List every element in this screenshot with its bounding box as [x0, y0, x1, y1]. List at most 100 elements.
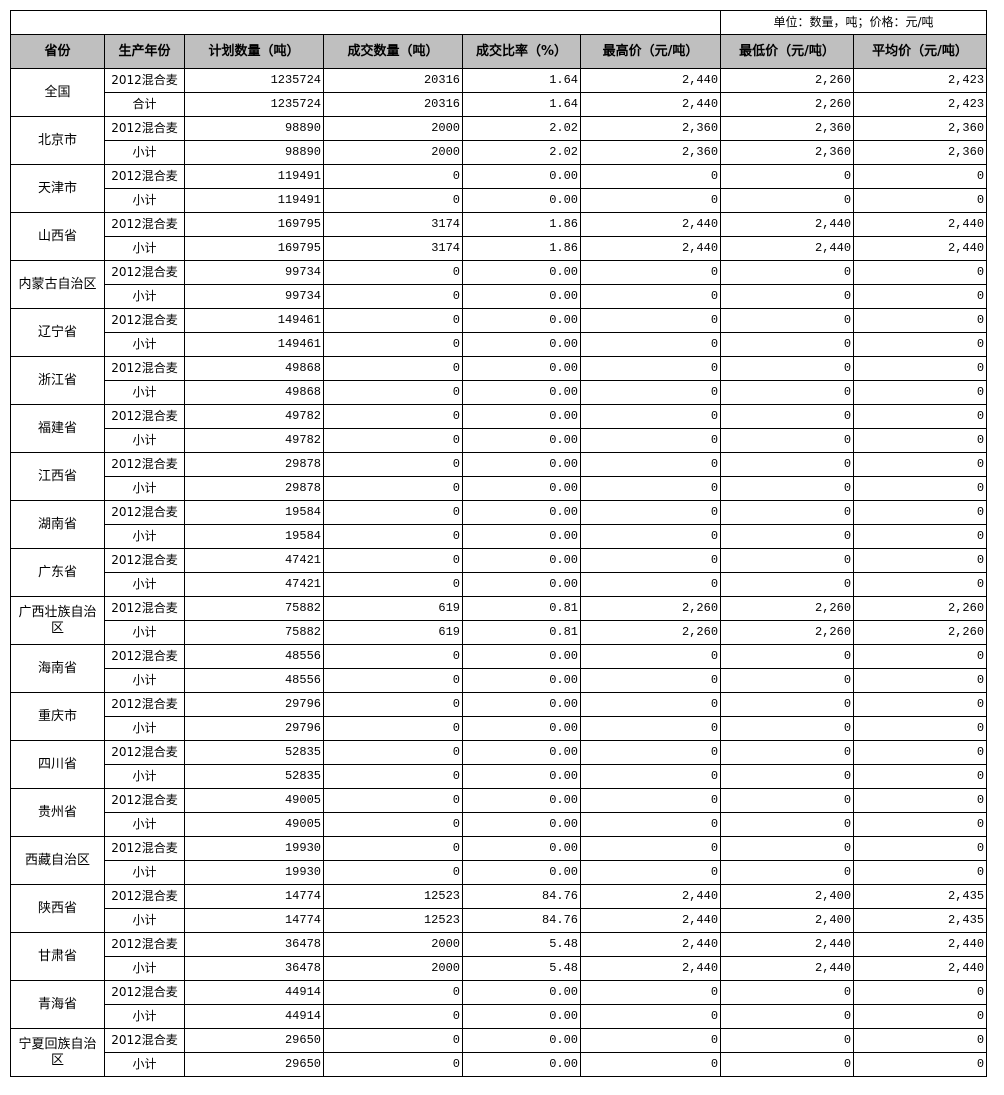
ratio-cell: 0.00 — [462, 716, 581, 741]
traded-cell: 0 — [323, 668, 463, 693]
year-cell: 2012混合麦 — [104, 356, 185, 381]
traded-cell: 0 — [323, 860, 463, 885]
unit-row: 单位：数量，吨；价格：元/吨 — [9, 10, 988, 35]
province-cell: 北京市 — [10, 116, 105, 165]
province-cell: 江西省 — [10, 452, 105, 501]
high-cell: 0 — [579, 1004, 722, 1029]
high-cell: 0 — [579, 428, 722, 453]
low-cell: 0 — [720, 644, 855, 669]
header-row: 省份 生产年份 计划数量（吨） 成交数量（吨） 成交比率（%） 最高价（元/吨）… — [10, 34, 988, 69]
table-row: 福建省 2012混合麦 49782 0 0.00 0 0 0 — [10, 404, 988, 453]
avg-cell: 2,360 — [853, 140, 988, 165]
traded-cell: 0 — [323, 428, 463, 453]
traded-cell: 0 — [323, 1028, 463, 1053]
high-cell: 0 — [579, 572, 722, 597]
low-cell: 0 — [720, 548, 855, 573]
planned-cell: 169795 — [184, 212, 324, 237]
table-row: 小计 149461 0 0.00 0 0 0 — [11, 332, 988, 357]
planned-cell: 49868 — [184, 356, 324, 381]
ratio-cell: 0.00 — [462, 404, 581, 429]
low-cell: 0 — [720, 500, 855, 525]
high-cell: 0 — [579, 332, 722, 357]
year-cell: 小计 — [104, 572, 185, 597]
low-cell: 0 — [720, 404, 855, 429]
planned-cell: 19930 — [184, 836, 324, 861]
traded-cell: 0 — [323, 380, 463, 405]
ratio-cell: 2.02 — [462, 140, 581, 165]
low-cell: 2,260 — [720, 596, 855, 621]
avg-cell: 0 — [853, 836, 988, 861]
avg-cell: 0 — [853, 788, 988, 813]
year-cell: 小计 — [104, 140, 185, 165]
ratio-cell: 0.00 — [462, 740, 581, 765]
avg-cell: 0 — [853, 308, 988, 333]
year-cell: 2012混合麦 — [104, 212, 185, 237]
province-cell: 陕西省 — [10, 884, 105, 933]
year-cell: 小计 — [104, 716, 185, 741]
province-cell: 辽宁省 — [10, 308, 105, 357]
table-row: 北京市 2012混合麦 98890 2000 2.02 2,360 2,360 2,360 — [10, 116, 988, 165]
high-cell: 0 — [579, 980, 722, 1005]
high-cell: 0 — [579, 260, 722, 285]
province-cell: 天津市 — [10, 164, 105, 213]
low-cell: 0 — [720, 764, 855, 789]
col-low: 最低价（元/吨） — [720, 34, 855, 69]
low-cell: 0 — [720, 308, 855, 333]
low-cell: 0 — [720, 332, 855, 357]
table-row: 陕西省 2012混合麦 14774 12523 84.76 2,440 2,400 2,435 — [10, 884, 988, 933]
table-row: 小计 99734 0 0.00 0 0 0 — [11, 284, 988, 309]
province-cell: 湖南省 — [10, 500, 105, 549]
avg-cell: 0 — [853, 284, 988, 309]
high-cell: 2,360 — [579, 140, 722, 165]
high-cell: 0 — [579, 1052, 722, 1077]
table-row: 西藏自治区 2012混合麦 19930 0 0.00 0 0 0 — [10, 836, 988, 885]
planned-cell: 36478 — [184, 956, 324, 981]
col-avg: 平均价（元/吨） — [853, 34, 988, 69]
avg-cell: 2,423 — [853, 92, 988, 117]
ratio-cell: 0.00 — [462, 380, 581, 405]
year-cell: 合计 — [104, 92, 185, 117]
planned-cell: 75882 — [184, 596, 324, 621]
year-cell: 2012混合麦 — [104, 596, 185, 621]
province-cell: 西藏自治区 — [10, 836, 105, 885]
avg-cell: 0 — [853, 548, 988, 573]
planned-cell: 14774 — [184, 908, 324, 933]
ratio-cell: 0.00 — [462, 788, 581, 813]
ratio-cell: 0.00 — [462, 476, 581, 501]
year-cell: 小计 — [104, 332, 185, 357]
ratio-cell: 0.00 — [462, 692, 581, 717]
avg-cell: 2,260 — [853, 620, 988, 645]
year-cell: 2012混合麦 — [104, 692, 185, 717]
traded-cell: 0 — [323, 548, 463, 573]
high-cell: 0 — [579, 308, 722, 333]
avg-cell: 0 — [853, 860, 988, 885]
ratio-cell: 0.00 — [462, 428, 581, 453]
planned-cell: 119491 — [184, 164, 324, 189]
year-cell: 2012混合麦 — [104, 68, 185, 93]
year-cell: 2012混合麦 — [104, 164, 185, 189]
low-cell: 0 — [720, 1028, 855, 1053]
year-cell: 2012混合麦 — [104, 740, 185, 765]
planned-cell: 49005 — [184, 788, 324, 813]
ratio-cell: 84.76 — [462, 884, 581, 909]
avg-cell: 2,440 — [853, 236, 988, 261]
avg-cell: 0 — [853, 428, 988, 453]
planned-cell: 47421 — [184, 548, 324, 573]
province-cell: 宁夏回族自治区 — [10, 1028, 105, 1077]
low-cell: 0 — [720, 188, 855, 213]
high-cell: 0 — [579, 716, 722, 741]
planned-cell: 29878 — [184, 452, 324, 477]
low-cell: 0 — [720, 164, 855, 189]
ratio-cell: 5.48 — [462, 932, 581, 957]
year-cell: 2012混合麦 — [104, 404, 185, 429]
high-cell: 0 — [579, 692, 722, 717]
low-cell: 0 — [720, 356, 855, 381]
low-cell: 2,440 — [720, 932, 855, 957]
ratio-cell: 0.00 — [462, 980, 581, 1005]
avg-cell: 2,260 — [853, 596, 988, 621]
avg-cell: 2,435 — [853, 908, 988, 933]
planned-cell: 149461 — [184, 308, 324, 333]
year-cell: 小计 — [104, 1052, 185, 1077]
low-cell: 0 — [720, 1052, 855, 1077]
ratio-cell: 0.00 — [462, 1052, 581, 1077]
